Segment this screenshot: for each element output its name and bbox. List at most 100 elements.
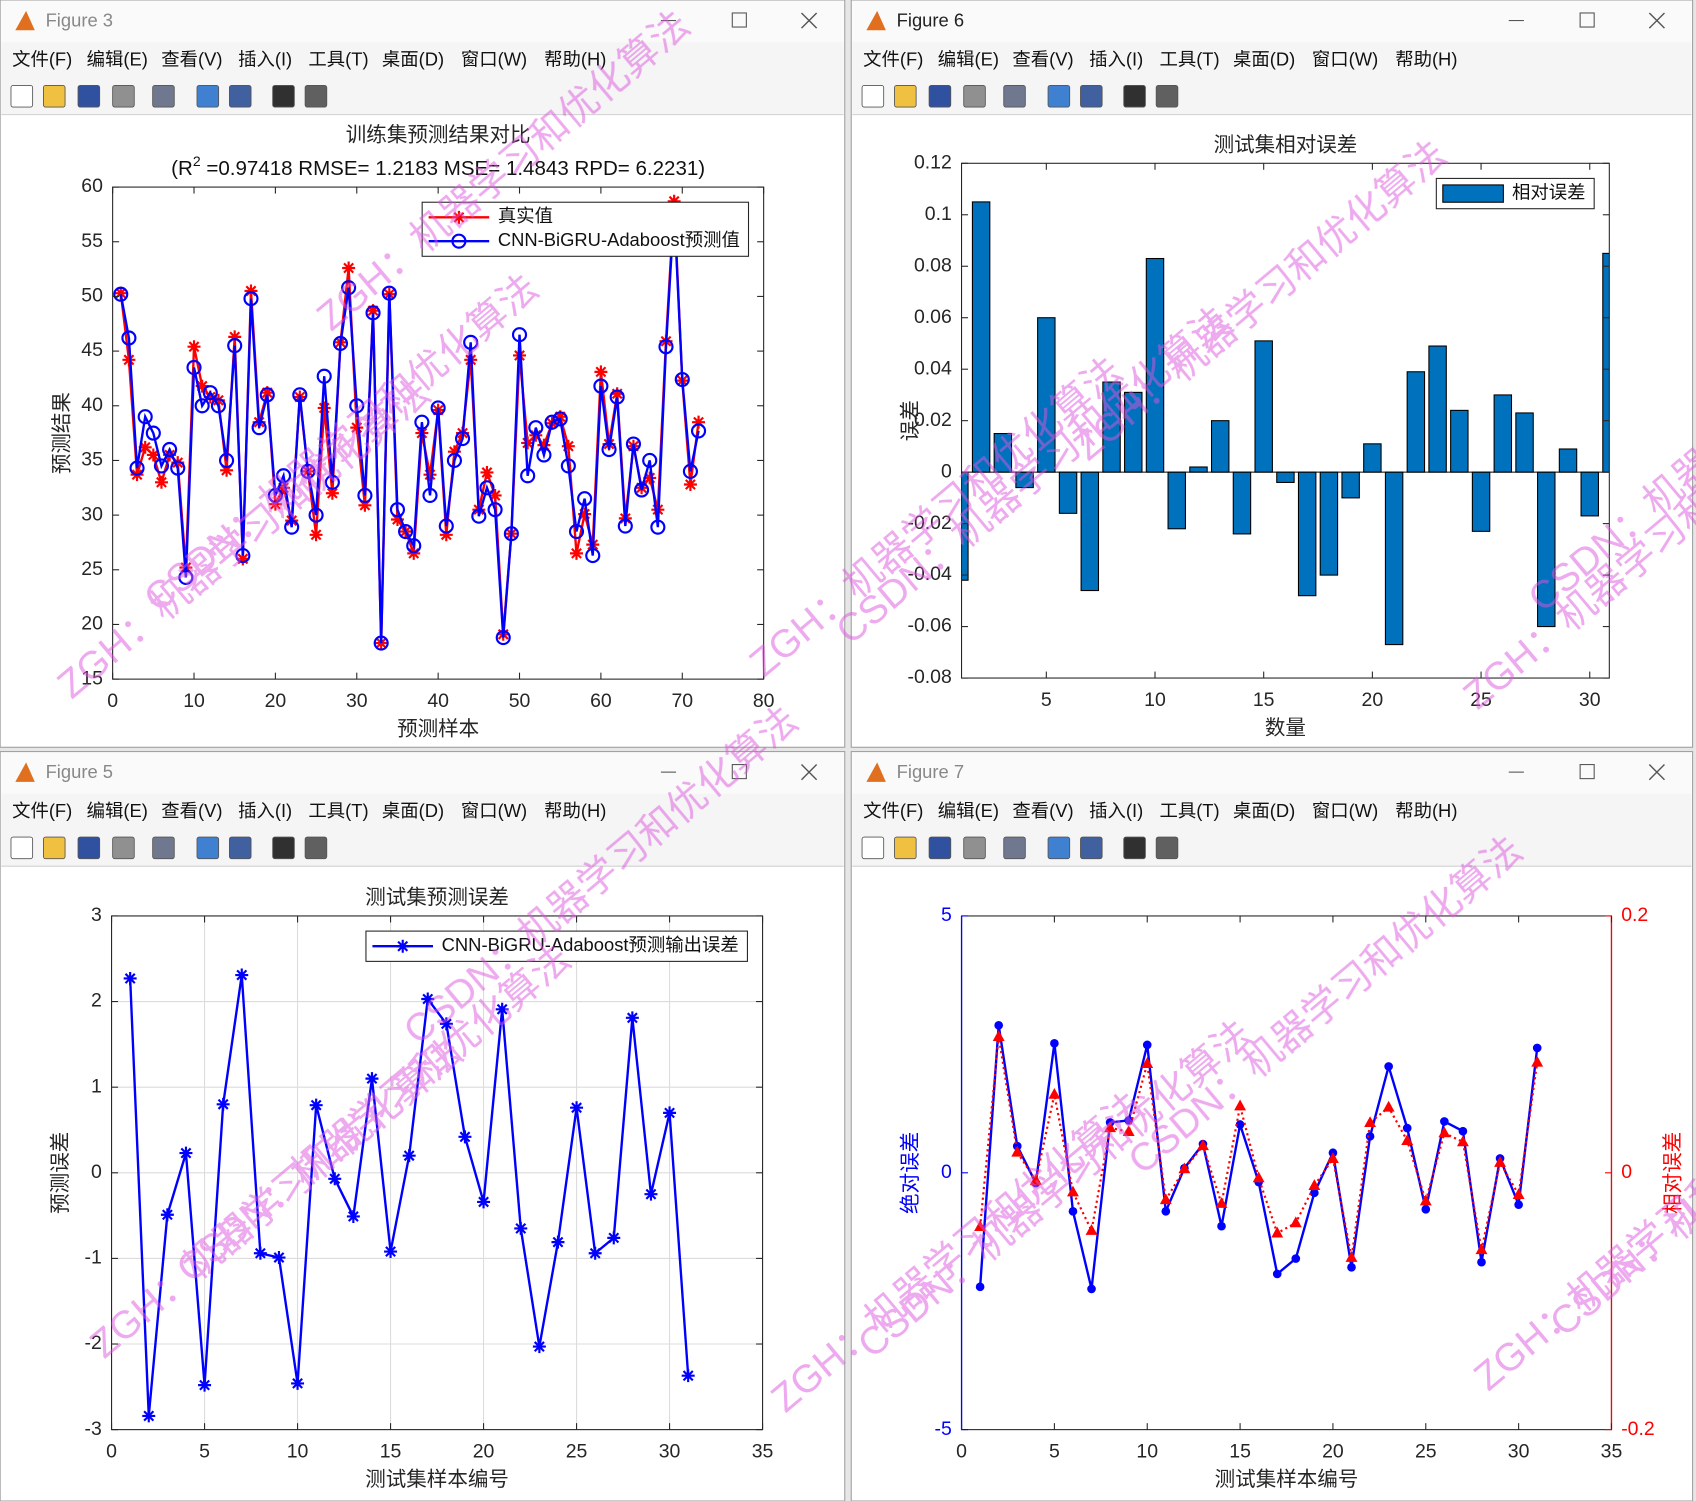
marker	[1011, 1145, 1024, 1157]
toolbar-button[interactable]	[1123, 836, 1146, 860]
menu-item[interactable]: 文件(F)	[863, 800, 923, 821]
toolbar-button[interactable]	[1080, 836, 1103, 860]
marker	[1215, 1197, 1228, 1208]
toolbar-button[interactable]	[1003, 84, 1026, 108]
menu-item[interactable]: 插入(I)	[238, 48, 292, 69]
menu-item[interactable]: 窗口(W)	[461, 48, 527, 69]
toolbar-button[interactable]	[10, 836, 34, 860]
marker	[1289, 1216, 1302, 1228]
maximize-button[interactable]	[1579, 764, 1595, 780]
x-tick-label: 30	[346, 690, 368, 712]
menu-item[interactable]: 编辑(E)	[938, 800, 999, 821]
y-axis-label: 预测误差	[49, 1132, 72, 1214]
toolbar-button[interactable]	[1080, 84, 1103, 108]
menu-item[interactable]: 窗口(W)	[461, 800, 527, 821]
toolbar-button[interactable]	[196, 84, 220, 108]
toolbar-button[interactable]	[1003, 836, 1026, 860]
x-tick-label: 25	[1470, 689, 1492, 711]
toolbar-button[interactable]	[963, 836, 986, 860]
menu-item[interactable]: 工具(T)	[1159, 800, 1219, 821]
toolbar-button[interactable]	[963, 84, 986, 108]
menu-item[interactable]: 工具(T)	[308, 48, 368, 69]
toolbar-button[interactable]	[152, 836, 175, 860]
x-tick-label: 10	[1144, 689, 1166, 711]
marker	[570, 1101, 584, 1115]
maximize-button[interactable]	[731, 764, 747, 780]
menu-item[interactable]: 文件(F)	[863, 48, 923, 69]
toolbar-button[interactable]	[196, 836, 220, 860]
menu-item[interactable]: 帮助(H)	[544, 48, 606, 69]
toolbar-button[interactable]	[1123, 84, 1146, 108]
x-tick-label: 10	[1136, 1440, 1158, 1462]
toolbar-button[interactable]	[1155, 84, 1179, 108]
marker	[216, 1097, 230, 1111]
menu-item[interactable]: 插入(I)	[1089, 800, 1143, 821]
y-tick-label: 0	[941, 460, 952, 482]
menu-item[interactable]: 编辑(E)	[938, 48, 999, 69]
toolbar-button[interactable]	[861, 84, 885, 108]
maximize-button[interactable]	[731, 12, 747, 28]
toolbar-button[interactable]	[112, 836, 135, 860]
toolbar-button[interactable]	[228, 84, 252, 108]
toolbar-button[interactable]	[1047, 84, 1071, 108]
menu-item[interactable]: 查看(V)	[1012, 48, 1073, 69]
menu-item[interactable]: 桌面(D)	[1233, 48, 1295, 69]
toolbar-button[interactable]	[894, 84, 917, 108]
toolbar-button[interactable]	[77, 84, 101, 108]
toolbar-button[interactable]	[1047, 836, 1071, 860]
marker	[328, 1172, 342, 1186]
menu-item[interactable]: 插入(I)	[238, 800, 292, 821]
toolbar-button[interactable]	[10, 84, 34, 108]
toolbar-button[interactable]	[304, 836, 328, 860]
menu-item[interactable]: 文件(F)	[12, 48, 72, 69]
marker	[634, 482, 650, 498]
marker	[642, 452, 658, 469]
menu-item[interactable]: 编辑(E)	[87, 48, 148, 69]
toolbar-button[interactable]	[42, 836, 66, 860]
menu-item[interactable]: 桌面(D)	[1233, 800, 1295, 821]
menu-item[interactable]: 窗口(W)	[1312, 48, 1378, 69]
close-button[interactable]	[801, 12, 818, 29]
maximize-button[interactable]	[1579, 12, 1595, 28]
menu-item[interactable]: 插入(I)	[1089, 48, 1143, 69]
toolbar-button[interactable]	[112, 84, 135, 108]
close-button[interactable]	[1648, 764, 1665, 781]
menu-item[interactable]: 窗口(W)	[1312, 800, 1378, 821]
menu-item[interactable]: 桌面(D)	[382, 48, 444, 69]
marker	[235, 968, 249, 982]
close-button[interactable]	[801, 764, 818, 781]
toolbar-button[interactable]	[77, 836, 101, 860]
marker	[452, 210, 466, 224]
menu-item[interactable]: 帮助(H)	[544, 800, 606, 821]
menu-item[interactable]: 桌面(D)	[382, 800, 444, 821]
toolbar-button[interactable]	[928, 836, 952, 860]
toolbar-button[interactable]	[228, 836, 252, 860]
menu-item[interactable]: 查看(V)	[161, 48, 222, 69]
y-tick-label: 55	[81, 230, 103, 252]
toolbar-button[interactable]	[1155, 836, 1179, 860]
marker	[284, 519, 300, 535]
marker	[1494, 1156, 1507, 1167]
toolbar-button[interactable]	[894, 836, 917, 860]
chart-title: 测试集预测误差	[365, 886, 509, 909]
close-button[interactable]	[1648, 12, 1665, 29]
toolbar-button[interactable]	[42, 84, 66, 108]
menu-item[interactable]: 文件(F)	[12, 800, 72, 821]
y-tick-label: 0.02	[914, 409, 952, 431]
toolbar-button[interactable]	[861, 836, 885, 860]
menu-item[interactable]: 工具(T)	[1159, 48, 1219, 69]
bar	[1297, 471, 1317, 597]
x-tick-label: 25	[1415, 1440, 1437, 1462]
menu-item[interactable]: 帮助(H)	[1395, 800, 1457, 821]
toolbar-button[interactable]	[304, 84, 328, 108]
toolbar-button[interactable]	[272, 84, 295, 108]
menu-item[interactable]: 帮助(H)	[1395, 48, 1457, 69]
toolbar-button[interactable]	[152, 84, 175, 108]
toolbar-button[interactable]	[928, 84, 952, 108]
menu-item[interactable]: 查看(V)	[1012, 800, 1073, 821]
menu-item[interactable]: 工具(T)	[308, 800, 368, 821]
menu-item[interactable]: 查看(V)	[161, 800, 222, 821]
menu-item[interactable]: 编辑(E)	[87, 800, 148, 821]
x-tick-label: 20	[1322, 1440, 1344, 1462]
toolbar-button[interactable]	[272, 836, 295, 860]
